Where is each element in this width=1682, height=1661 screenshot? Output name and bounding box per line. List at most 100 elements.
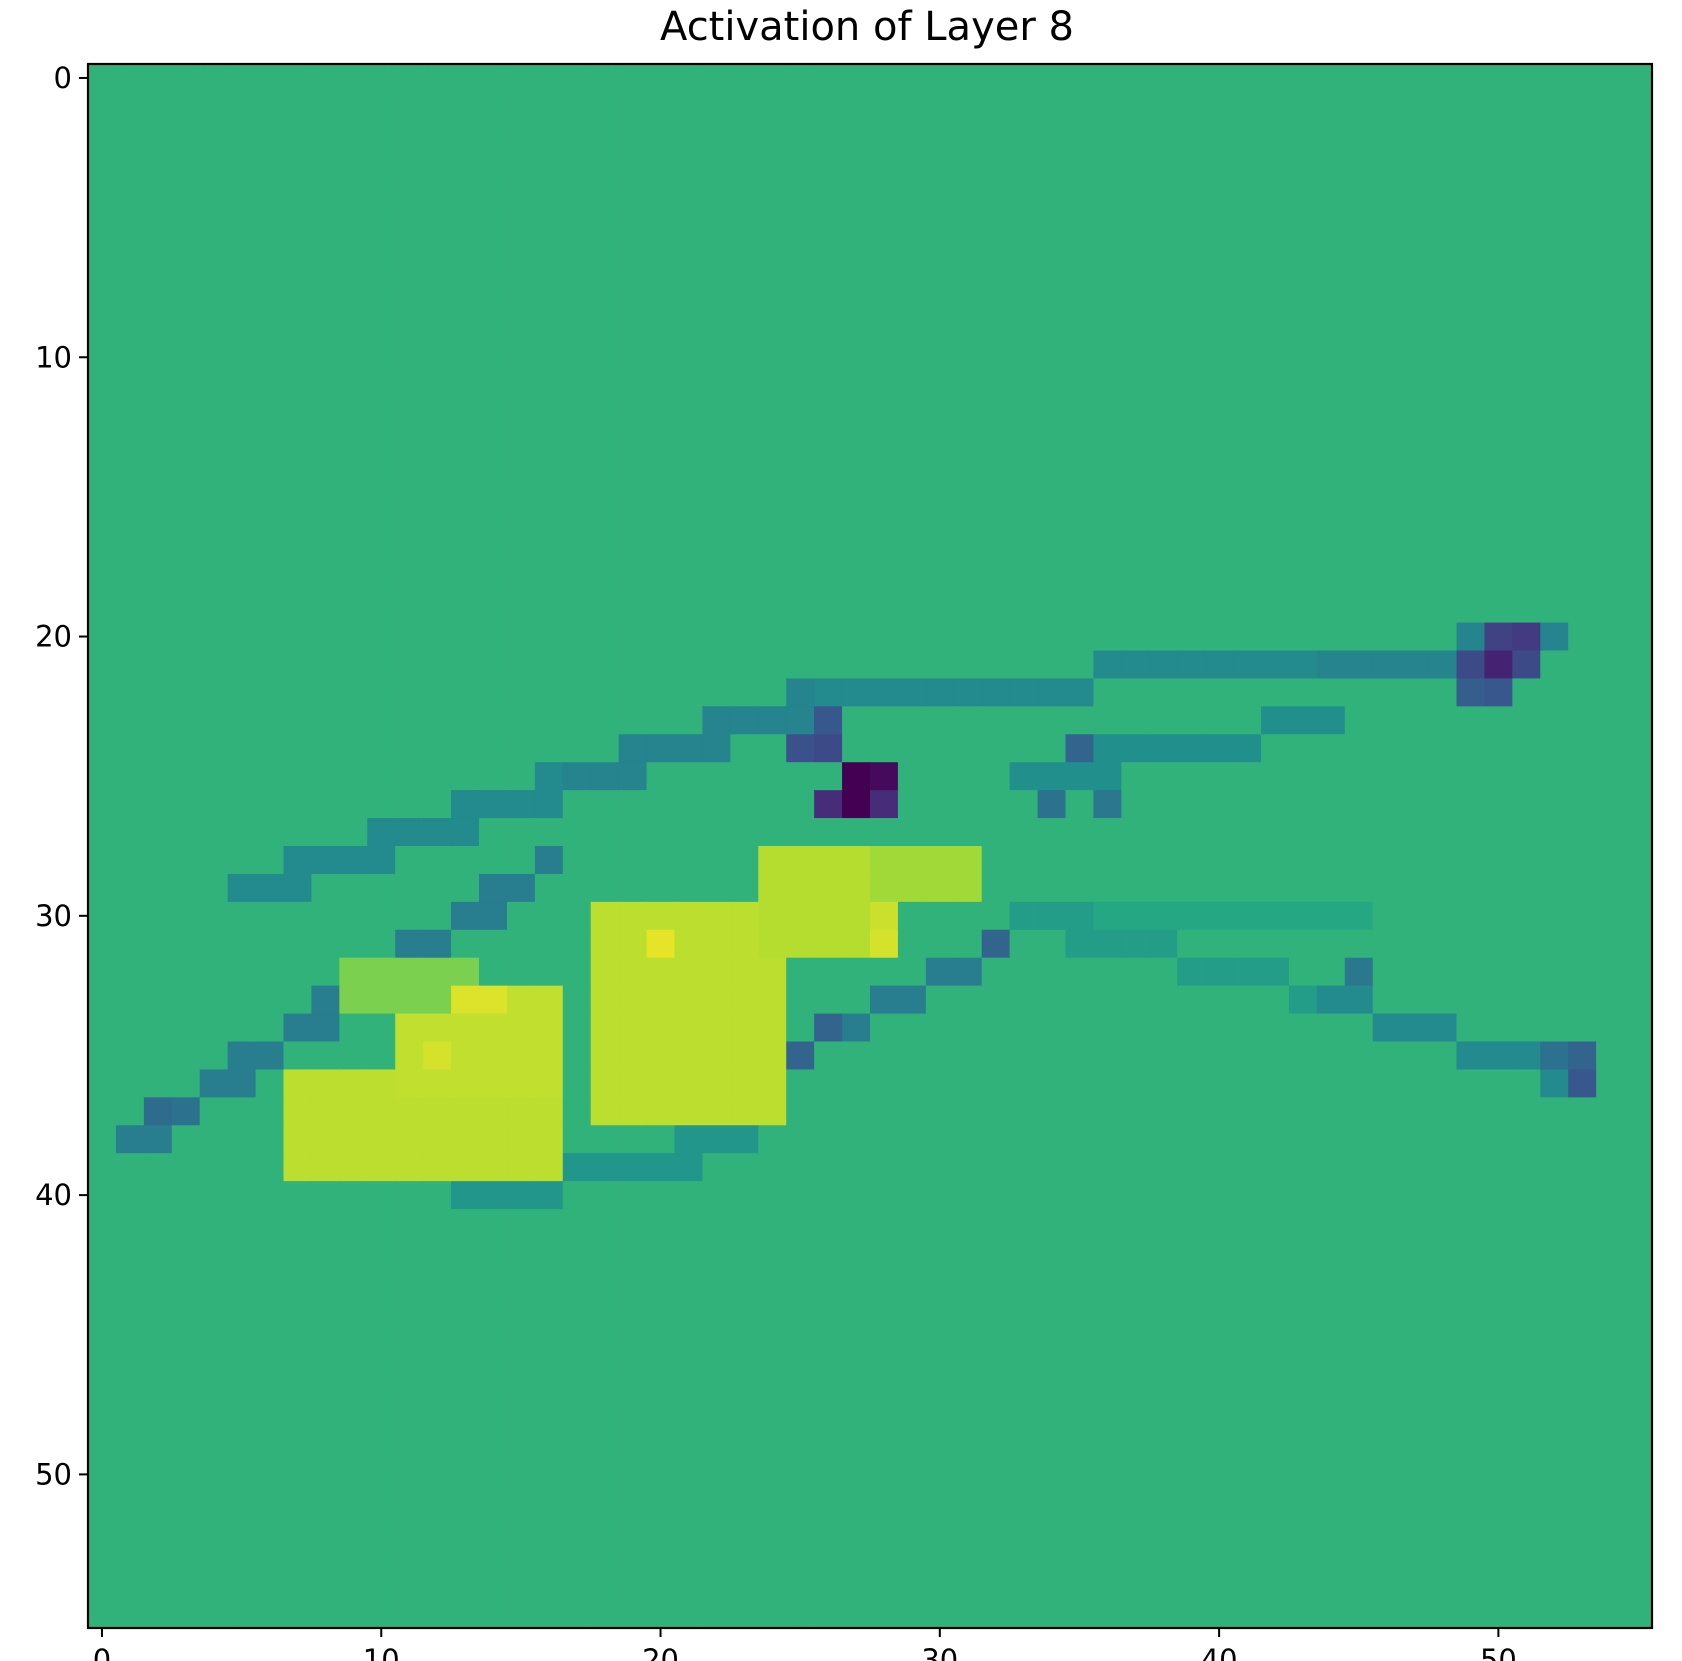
heatmap-cell [1093,119,1122,149]
heatmap-cell [171,985,201,1015]
heatmap-cell [1037,1069,1067,1098]
heatmap-cell [1093,929,1122,959]
heatmap-cell [255,1320,285,1350]
heatmap-cell [786,1237,815,1266]
heatmap-cell [534,1209,564,1238]
heatmap-cell [1372,734,1402,763]
heatmap-cell [1093,1572,1122,1601]
heatmap-cell [562,1181,592,1210]
heatmap-cell [646,427,676,456]
heatmap-cell [115,147,145,177]
heatmap-cell [1428,1125,1458,1154]
heatmap-cell [1512,1264,1541,1294]
heatmap-cell [758,1097,787,1126]
heatmap-cell [311,1013,340,1043]
heatmap-cell [758,147,787,177]
heatmap-cell [1065,64,1095,93]
heatmap-cell [255,231,285,261]
heatmap-cell [255,1516,285,1545]
heatmap-cell [1428,901,1458,931]
heatmap-cell [674,1292,704,1322]
heatmap-cell [842,650,871,680]
heatmap-cell [1512,594,1541,624]
heatmap-cell [283,175,313,205]
heatmap-cell [674,1181,704,1210]
heatmap-cell [506,873,536,903]
heatmap-cell [227,482,257,512]
heatmap-cell [1205,1348,1234,1378]
heatmap-cell [1400,1320,1430,1350]
heatmap-cell [423,818,452,847]
heatmap-cell [88,1209,117,1238]
heatmap-cell [618,985,648,1015]
heatmap-cell [199,259,229,289]
heatmap-cell [1400,1516,1430,1545]
heatmap-cell [730,1600,759,1629]
heatmap-cell [870,287,899,316]
heatmap-cell [1233,1320,1262,1350]
heatmap-cell [1093,1544,1122,1573]
heatmap-cell [1372,1209,1402,1238]
heatmap-cell [590,985,620,1015]
heatmap-cell [227,259,257,289]
heatmap-cell [1428,119,1458,149]
heatmap-cell [702,1237,731,1266]
heatmap-cell [1233,1209,1262,1238]
heatmap-cell [590,1516,620,1545]
heatmap-cell [1037,1153,1067,1182]
heatmap-cell [1596,1041,1625,1071]
heatmap-cell [842,399,871,428]
heatmap-cell [1037,203,1067,233]
heatmap-cell [1177,1572,1206,1601]
heatmap-cell [981,455,1011,484]
heatmap-cell [1316,175,1346,205]
heatmap-cell [842,734,871,763]
heatmap-cell [88,762,117,791]
heatmap-cell [1540,538,1569,568]
heatmap-cell [534,1572,564,1601]
heatmap-cell [1372,901,1402,931]
x-tick-label: 10 [363,1643,400,1661]
heatmap-cell [311,1460,340,1489]
heatmap-cell [339,1097,368,1126]
heatmap-cell [143,1460,173,1489]
heatmap-cell [227,1600,257,1629]
heatmap-cell [646,510,676,540]
heatmap-cell [702,343,731,372]
heatmap-cell [227,64,257,93]
heatmap-cell [367,1376,396,1406]
heatmap-cell [367,1237,396,1266]
heatmap-cell [199,846,229,875]
heatmap-cell [1009,762,1039,791]
heatmap-cell [618,1013,648,1043]
heatmap-cell [1428,1516,1458,1545]
heatmap-cell [1540,1041,1569,1071]
heatmap-cell [1093,1432,1122,1462]
heatmap-cell [1484,399,1513,428]
heatmap-cell [143,734,173,763]
heatmap-cell [255,734,285,763]
heatmap-cell [479,287,508,316]
heatmap-cell [171,678,201,707]
heatmap-cell [199,901,229,931]
heatmap-cell [1037,343,1067,372]
heatmap-cell [1233,734,1262,763]
heatmap-cell [562,147,592,177]
heatmap-cell [171,790,201,819]
heatmap-cell [1065,873,1095,903]
heatmap-cell [115,1181,145,1210]
heatmap-cell [479,566,508,596]
heatmap-cell [311,622,340,652]
heatmap-cell [1065,203,1095,233]
heatmap-cell [311,1432,340,1462]
heatmap-cell [506,287,536,316]
heatmap-cell [143,1069,173,1098]
heatmap-cell [423,1516,452,1545]
heatmap-cell [1009,1320,1039,1350]
heatmap-cell [786,1600,815,1629]
heatmap-cell [1121,901,1150,931]
heatmap-cell [227,287,257,316]
heatmap-cell [953,175,983,205]
heatmap-cell [1177,1488,1206,1517]
heatmap-cell [423,1013,452,1043]
